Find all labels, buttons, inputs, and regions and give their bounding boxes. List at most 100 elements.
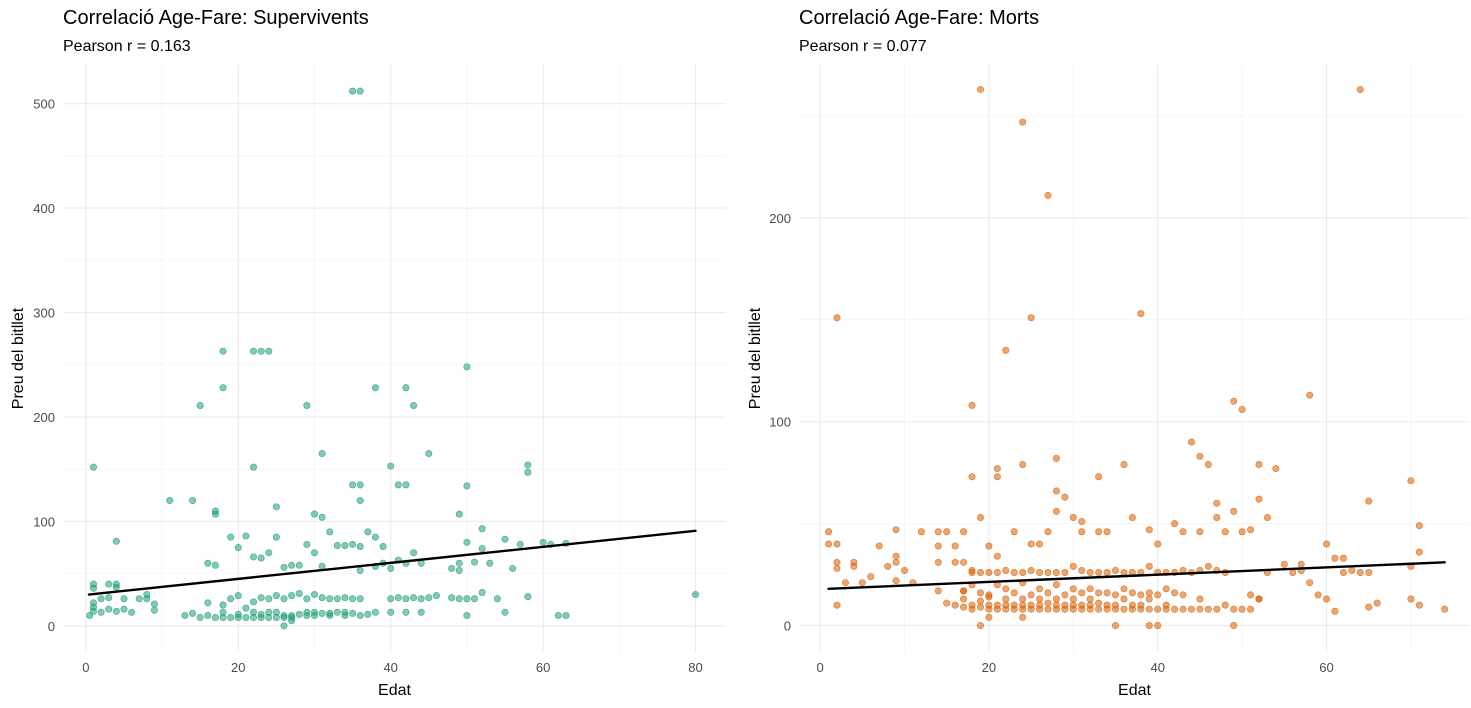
data-point — [112, 583, 120, 591]
data-point — [1196, 595, 1204, 603]
chart-panel-survivors: Correlació Age-Fare: Supervivents Pearso… — [0, 0, 735, 708]
data-point — [196, 402, 204, 410]
data-point — [951, 601, 959, 609]
data-point — [402, 595, 410, 603]
data-point — [1128, 601, 1136, 609]
data-point — [1365, 603, 1373, 611]
data-point — [1010, 569, 1018, 577]
data-point — [892, 526, 900, 534]
data-point — [280, 622, 288, 630]
data-point — [1036, 569, 1044, 577]
data-point — [387, 595, 395, 603]
data-point — [326, 595, 334, 603]
data-point — [1213, 513, 1221, 521]
data-point — [901, 566, 909, 574]
data-point — [1162, 585, 1170, 593]
data-point — [1196, 605, 1204, 613]
data-point — [463, 363, 471, 371]
data-point — [1145, 595, 1153, 603]
data-point — [1061, 569, 1069, 577]
data-point — [993, 601, 1001, 609]
data-point — [250, 463, 258, 471]
data-point — [1339, 569, 1347, 577]
data-point — [318, 513, 326, 521]
data-point — [341, 594, 349, 602]
data-point — [349, 87, 357, 95]
data-point — [1069, 595, 1077, 603]
data-point — [1247, 605, 1255, 613]
data-point — [554, 611, 562, 619]
data-point — [1103, 601, 1111, 609]
data-point — [1069, 513, 1077, 521]
y-tick-label: 200 — [769, 211, 791, 226]
data-point — [867, 573, 875, 581]
data-point — [471, 558, 479, 566]
data-point — [1052, 569, 1060, 577]
data-point — [143, 595, 151, 603]
data-point — [1154, 591, 1162, 599]
data-point — [425, 594, 433, 602]
data-point — [1019, 613, 1027, 621]
data-point — [303, 595, 311, 603]
data-point — [318, 562, 326, 570]
data-point — [265, 595, 273, 603]
data-point — [524, 461, 532, 469]
data-point — [1255, 595, 1263, 603]
data-point — [1255, 460, 1263, 468]
data-point — [364, 528, 372, 536]
data-point — [1027, 566, 1035, 574]
data-point — [985, 542, 993, 550]
data-point — [1052, 601, 1060, 609]
data-point — [1027, 591, 1035, 599]
x-axis-title: Edat — [1118, 682, 1151, 699]
data-point — [242, 532, 250, 540]
data-point — [892, 577, 900, 585]
data-point — [219, 601, 227, 609]
data-point — [1019, 460, 1027, 468]
data-point — [1137, 591, 1145, 599]
data-point — [833, 540, 841, 548]
data-point — [1120, 460, 1128, 468]
data-point — [960, 595, 968, 603]
data-point — [478, 588, 486, 596]
data-point — [455, 595, 463, 603]
data-point — [303, 608, 311, 616]
data-point — [516, 540, 524, 548]
data-point — [89, 584, 97, 592]
data-point — [432, 592, 440, 600]
data-point — [1002, 566, 1010, 574]
data-point — [1179, 528, 1187, 536]
data-point — [356, 611, 364, 619]
data-point — [196, 614, 204, 622]
data-point — [1154, 605, 1162, 613]
data-point — [349, 481, 357, 489]
data-point — [387, 564, 395, 572]
data-point — [211, 561, 219, 569]
data-point — [841, 579, 849, 587]
data-point — [1019, 595, 1027, 603]
data-point — [1086, 585, 1094, 593]
data-point — [333, 541, 341, 549]
x-tick-label: 40 — [1150, 660, 1164, 675]
data-point — [227, 614, 235, 622]
data-point — [341, 541, 349, 549]
data-point — [976, 603, 984, 611]
data-point — [934, 558, 942, 566]
data-point — [1061, 601, 1069, 609]
data-point — [1052, 595, 1060, 603]
data-point — [455, 567, 463, 575]
data-point — [1036, 585, 1044, 593]
data-point — [833, 564, 841, 572]
data-point — [1356, 569, 1364, 577]
data-point — [934, 587, 942, 595]
data-point — [1044, 191, 1052, 199]
data-point — [250, 598, 258, 606]
data-point — [1002, 346, 1010, 354]
x-tick-label: 60 — [536, 660, 550, 675]
data-point — [985, 591, 993, 599]
x-tick-label: 0 — [816, 660, 823, 675]
data-point — [105, 605, 113, 613]
data-point — [1027, 314, 1035, 322]
data-point — [1027, 540, 1035, 548]
data-point — [951, 542, 959, 550]
